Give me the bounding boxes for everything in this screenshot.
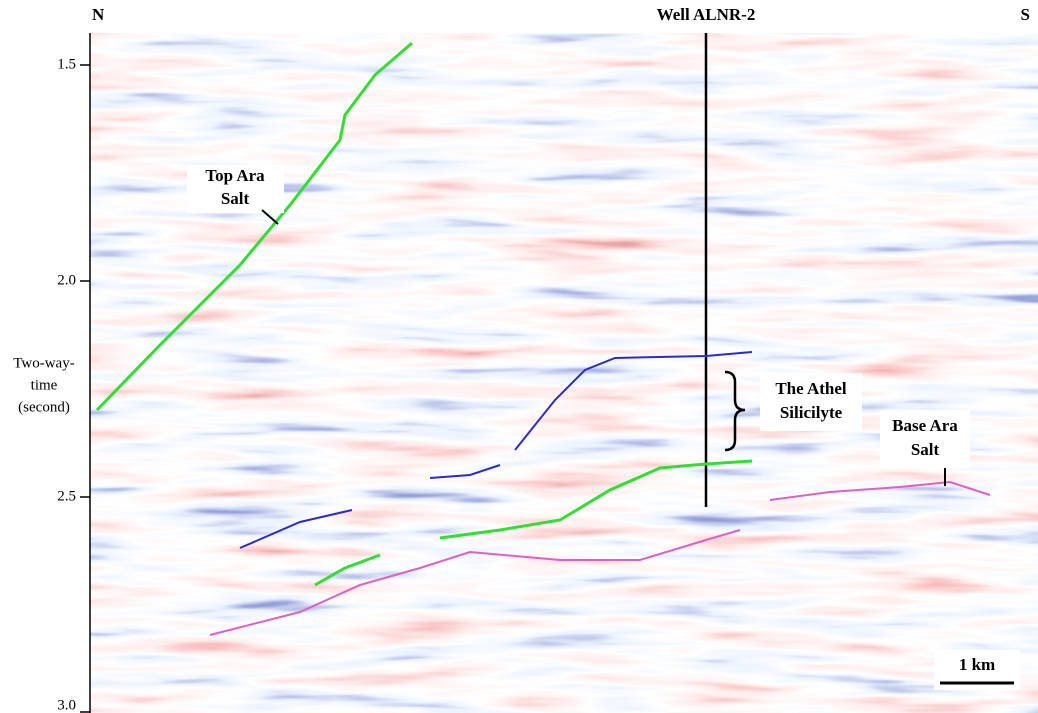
annotation: Top Ara: [205, 166, 265, 185]
tick-label: 2.0: [57, 272, 76, 288]
axis-label: Two-way-: [13, 355, 74, 371]
annotation: Base Ara: [892, 416, 958, 435]
axis-label: (second): [18, 399, 70, 415]
well-label: Well ALNR-2: [657, 5, 756, 24]
tick-marks: [80, 65, 90, 712]
tick-label: 2.5: [57, 488, 76, 504]
south-label: S: [1021, 5, 1030, 24]
annotation: Salt: [911, 440, 940, 459]
axis-label: time: [31, 377, 58, 393]
annotation: The Athel: [775, 379, 847, 398]
scale-label: 1 km: [959, 655, 995, 674]
seismic-figure: 1.5 2.0 2.5 3.0 Two-way- time (second) N…: [0, 0, 1038, 713]
annotation: Salt: [221, 189, 250, 208]
tick-label: 1.5: [57, 56, 76, 72]
seismic-section: [90, 33, 1038, 713]
tick-label: 3.0: [57, 697, 76, 713]
north-label: N: [92, 5, 105, 24]
annotation: Silicilyte: [780, 403, 843, 422]
